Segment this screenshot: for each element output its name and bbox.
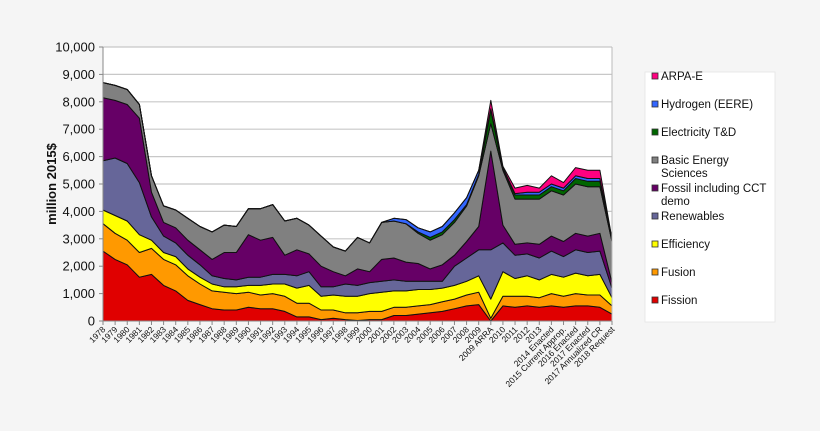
legend-label: Fusion (661, 267, 696, 279)
legend-swatch (651, 184, 659, 192)
legend-box (644, 71, 776, 323)
legend-label: Renewables (661, 211, 725, 223)
y-tick-label: 1,000 (62, 286, 95, 301)
legend-swatch (651, 212, 659, 220)
series-areas (102, 82, 613, 322)
legend-item: Renewables (651, 211, 725, 223)
legend-item: Fossil including CCT demo (651, 183, 766, 208)
y-tick-label: 5,000 (62, 177, 95, 192)
legend-item: Electricity T&D (651, 127, 736, 139)
legend-label: Electricity T&D (661, 127, 736, 139)
y-tick-label: 9,000 (62, 67, 95, 82)
legend-item: Basic Energy Sciences (651, 155, 729, 180)
legend-swatch (651, 72, 659, 80)
legend-swatch (651, 268, 659, 276)
legend-item: Hydrogen (EERE) (651, 99, 753, 111)
y-tick-label: 7,000 (62, 122, 95, 137)
legend-item: Fission (651, 295, 697, 307)
legend-swatch (651, 128, 659, 136)
legend-label: Efficiency (661, 239, 710, 251)
y-tick-label: 4,000 (62, 204, 95, 219)
y-tick-label: 2,000 (62, 259, 95, 274)
axes (99, 46, 613, 325)
y-tick-label: 6,000 (62, 149, 95, 164)
legend-swatch (651, 240, 659, 248)
y-tick-label: 10,000 (55, 40, 95, 55)
y-tick-labels: 0 1,000 2,000 3,000 4,000 5,000 6,000 7,000 8,00… (55, 40, 95, 329)
legend-label: Fission (661, 295, 697, 307)
legend-label: Hydrogen (EERE) (661, 99, 753, 111)
legend-label: ARPA-E (661, 71, 703, 83)
legend-label: Basic Energy Sciences (661, 155, 729, 180)
area-arpa-e (102, 82, 613, 252)
legend-swatch (651, 156, 659, 164)
y-tick-label: 0 (88, 314, 95, 329)
x-tick-labels: 1978197919801981198219831984198519861987… (87, 324, 617, 389)
y-axis-label: million 2015$ (44, 142, 59, 224)
legend-item: Fusion (651, 267, 696, 279)
y-tick-label: 3,000 (62, 231, 95, 246)
legend-item: ARPA-E (651, 71, 703, 83)
legend-label: Fossil including CCT demo (661, 183, 766, 208)
legend-swatch (651, 100, 659, 108)
legend: ARPA-E Hydrogen (EERE) Electricity T&D Basi… (651, 71, 766, 307)
legend-item: Efficiency (651, 239, 710, 251)
legend-swatch (651, 296, 659, 304)
y-tick-label: 8,000 (62, 94, 95, 109)
